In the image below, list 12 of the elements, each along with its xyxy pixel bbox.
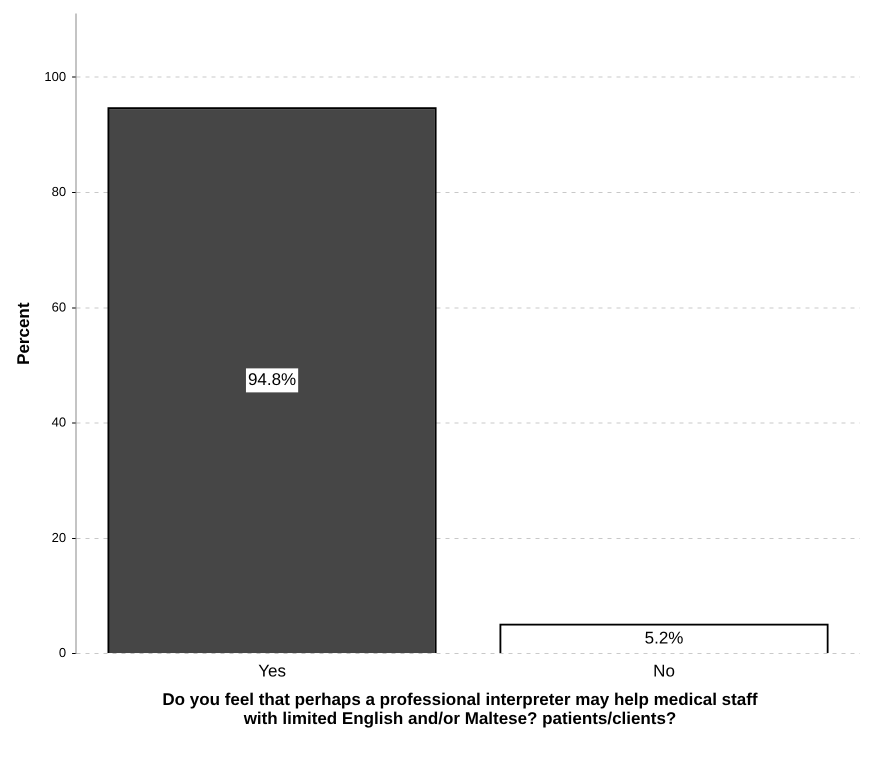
y-tick-label: 0 xyxy=(58,645,66,660)
y-tick-label: 100 xyxy=(44,68,66,84)
y-axis-title: Percent xyxy=(14,302,33,365)
x-tick-label: Yes xyxy=(258,661,286,680)
x-tick-label: No xyxy=(653,661,675,680)
y-tick-label: 60 xyxy=(52,299,66,314)
y-tick-label: 40 xyxy=(52,414,66,430)
data-label: 94.8% xyxy=(248,370,296,390)
y-tick-label: 80 xyxy=(52,184,66,200)
y-tick-label: 20 xyxy=(52,530,66,545)
data-label: 5.2% xyxy=(644,628,684,648)
x-axis-title: Do you feel that perhaps a professional interpreter may help medical staff with limited English and/or Maltese? patients/clients? xyxy=(161,690,759,728)
